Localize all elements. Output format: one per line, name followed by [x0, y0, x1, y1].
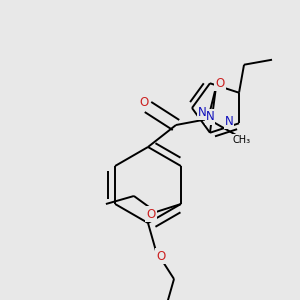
- Text: CH₃: CH₃: [233, 135, 251, 145]
- Text: N: N: [225, 115, 233, 128]
- Text: O: O: [146, 208, 155, 220]
- Text: O: O: [215, 77, 225, 90]
- Text: O: O: [156, 250, 166, 262]
- Text: O: O: [140, 97, 148, 110]
- Text: N: N: [198, 106, 206, 118]
- Text: N: N: [206, 110, 214, 124]
